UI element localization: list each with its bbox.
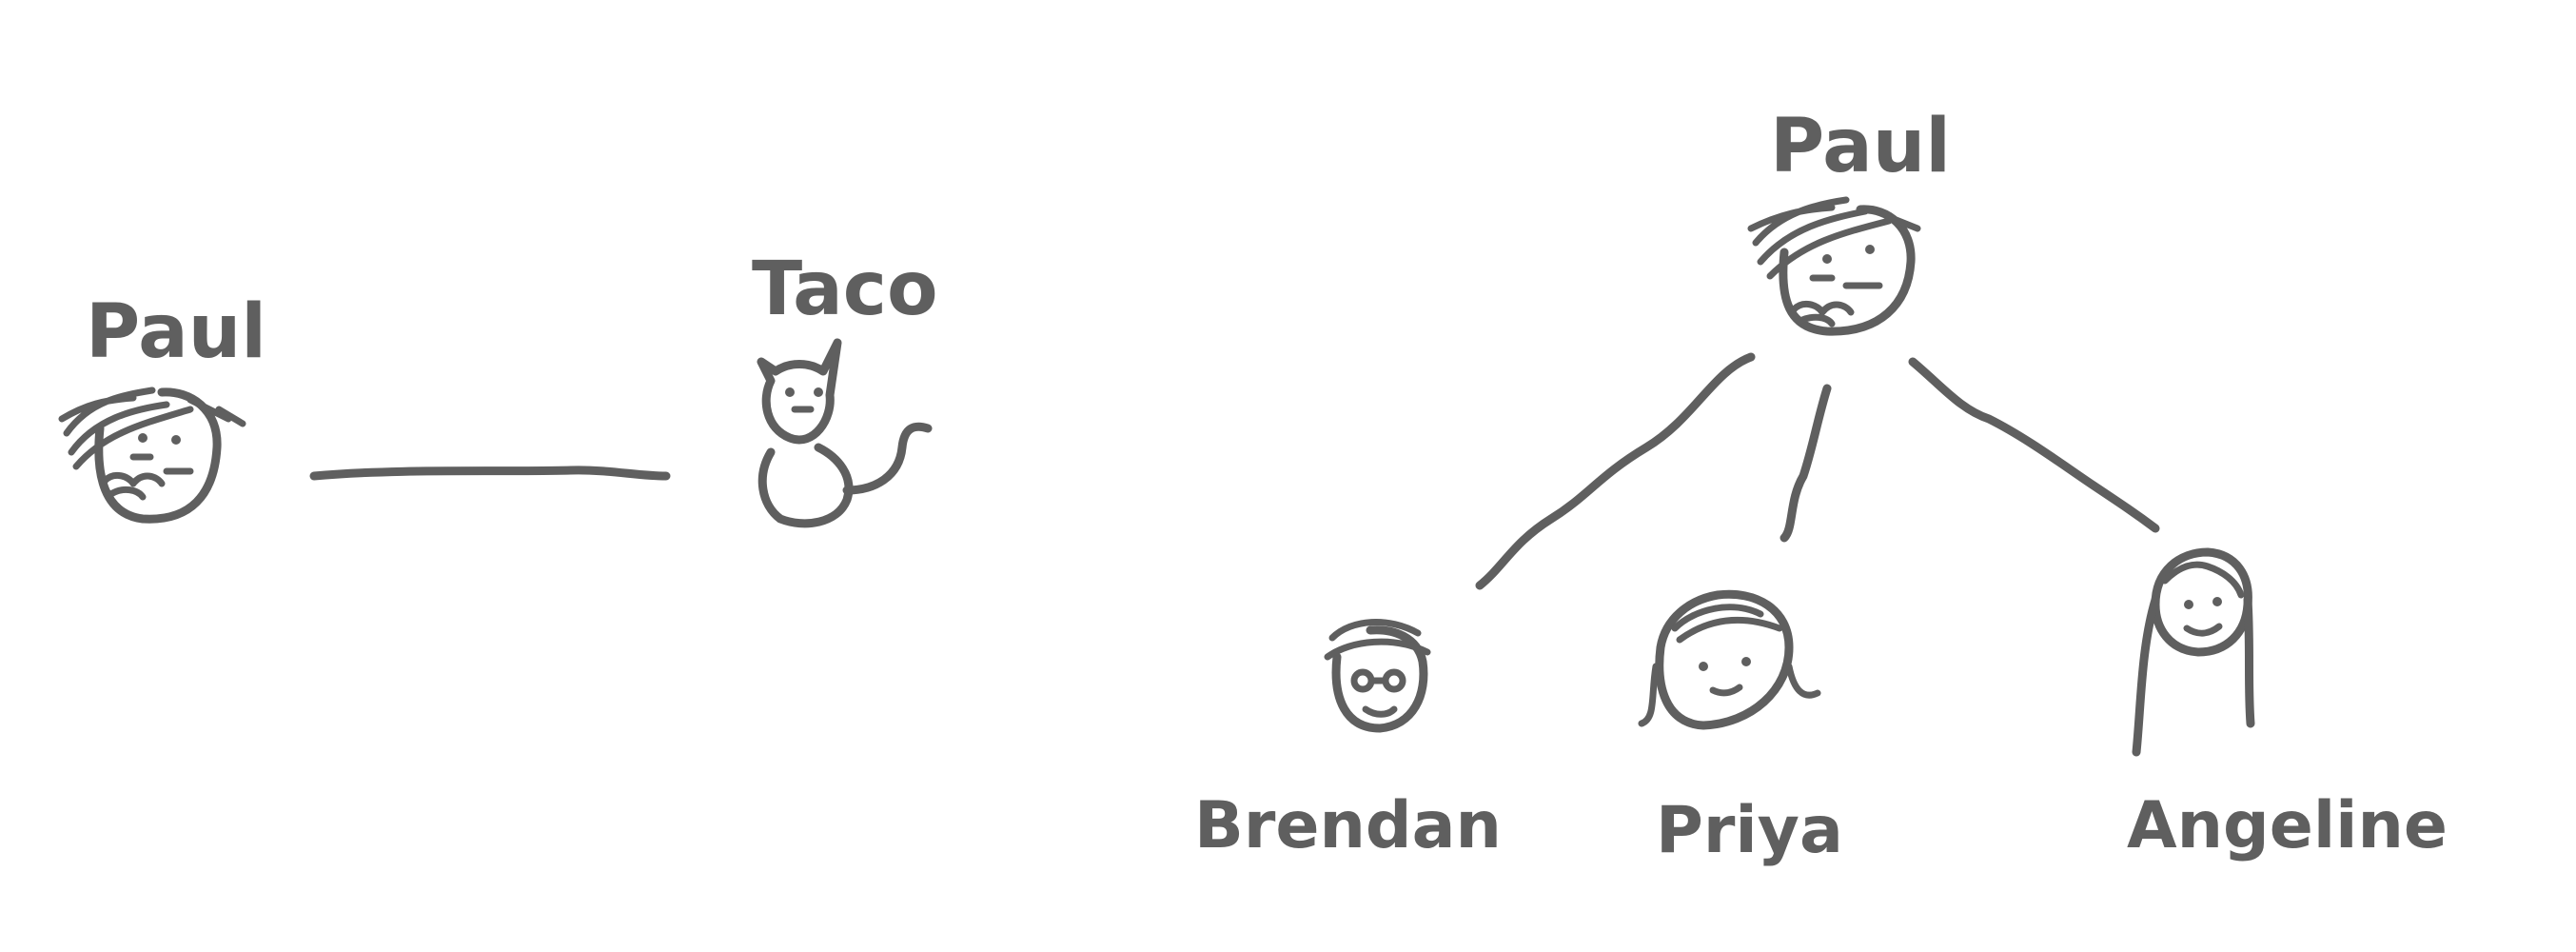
paul-parent-node: Paul [1747,104,1951,336]
brendan-label: Brendan [1194,788,1502,863]
paul-left-label: Paul [86,289,266,375]
child-priya-node: Priya [1638,589,1843,868]
paul-left-node: Paul [58,289,266,524]
brendan-face-icon [1324,619,1431,733]
taco-node: Taco [752,247,938,528]
cat-icon [757,338,933,528]
link-paul-taco [309,466,671,481]
child-angeline-node: Angeline [2127,547,2448,863]
link-paul-brendan [1475,352,1756,590]
link-paul-priya [1780,384,1832,543]
link-paul-angeline [1908,357,2160,533]
priya-face-icon [1638,589,1821,730]
child-brendan-node: Brendan [1194,619,1502,863]
taco-label: Taco [752,247,938,332]
priya-label: Priya [1656,793,1843,868]
angeline-label: Angeline [2127,788,2448,863]
paul-parent-face-icon [1747,196,1921,336]
angeline-face-icon [2132,547,2255,757]
paul-left-face-icon [58,387,246,524]
paul-parent-label: Paul [1770,104,1951,189]
